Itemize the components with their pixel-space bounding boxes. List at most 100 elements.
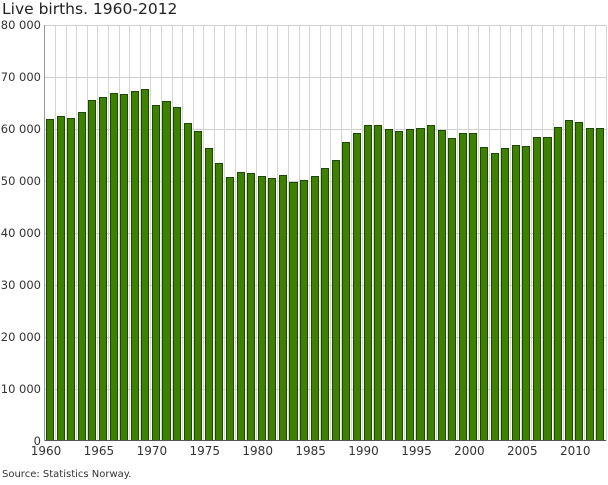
x-axis-line: [45, 440, 606, 441]
y-tick-label: 60 000: [0, 122, 41, 136]
v-gridline: [404, 25, 406, 441]
v-gridline: [65, 25, 67, 441]
v-gridline: [520, 25, 522, 441]
v-gridline: [171, 25, 173, 441]
bar-1998[interactable]: [448, 138, 457, 441]
v-gridline: [330, 25, 332, 441]
bar-1978[interactable]: [236, 172, 245, 441]
bar-1963[interactable]: [77, 112, 86, 441]
bar-1980[interactable]: [257, 176, 266, 441]
bar-1988[interactable]: [342, 142, 351, 441]
bar-1992[interactable]: [384, 129, 393, 441]
x-tick-label: 2005: [507, 444, 538, 458]
v-gridline: [594, 25, 596, 441]
v-gridline: [605, 25, 607, 441]
bar-2004[interactable]: [511, 145, 520, 441]
bar-2007[interactable]: [543, 137, 552, 441]
bar-1975[interactable]: [204, 148, 213, 441]
v-gridline: [192, 25, 194, 441]
bar-1966[interactable]: [109, 92, 118, 441]
x-tick-label: 1995: [401, 444, 432, 458]
v-gridline: [510, 25, 512, 441]
h-gridline: [45, 129, 606, 130]
bar-1977[interactable]: [225, 177, 235, 441]
v-gridline: [129, 25, 131, 441]
x-tick-label: 2000: [454, 444, 485, 458]
bar-1967[interactable]: [120, 94, 129, 441]
v-gridline: [351, 25, 353, 441]
bar-2011[interactable]: [585, 128, 594, 441]
y-tick-label: 40 000: [0, 226, 41, 240]
y-tick-label: 80 000: [0, 18, 41, 32]
bar-1999[interactable]: [458, 133, 467, 441]
x-tick-label: 1990: [348, 444, 379, 458]
v-gridline: [298, 25, 300, 441]
bar-2002[interactable]: [490, 153, 499, 441]
bar-1969[interactable]: [141, 89, 150, 441]
v-gridline: [531, 25, 533, 441]
bar-1960[interactable]: [46, 119, 55, 441]
bar-1997[interactable]: [437, 130, 446, 441]
h-gridline: [45, 25, 606, 26]
v-gridline: [563, 25, 565, 441]
bar-2003[interactable]: [501, 147, 510, 441]
bar-2012[interactable]: [596, 128, 605, 441]
bar-1974[interactable]: [194, 131, 203, 441]
bar-1976[interactable]: [215, 163, 224, 441]
bar-1965[interactable]: [98, 97, 107, 441]
bar-1971[interactable]: [162, 100, 171, 441]
y-tick-label: 70 000: [0, 70, 41, 84]
v-gridline: [383, 25, 385, 441]
v-gridline: [277, 25, 279, 441]
v-gridline: [118, 25, 120, 441]
bar-1984[interactable]: [300, 180, 309, 441]
v-gridline: [150, 25, 152, 441]
bar-1995[interactable]: [416, 128, 425, 441]
bar-1993[interactable]: [395, 130, 404, 441]
bar-2006[interactable]: [532, 137, 541, 441]
v-gridline: [213, 25, 215, 441]
bar-1996[interactable]: [427, 124, 436, 441]
bar-1970[interactable]: [151, 105, 160, 441]
v-gridline: [425, 25, 427, 441]
bar-2001[interactable]: [479, 147, 489, 441]
v-gridline: [573, 25, 575, 441]
y-tick-label: 20 000: [0, 330, 41, 344]
bar-1982[interactable]: [278, 175, 287, 441]
bar-1983[interactable]: [289, 181, 298, 441]
v-gridline: [414, 25, 416, 441]
bar-2008[interactable]: [554, 127, 563, 441]
bar-2010[interactable]: [575, 122, 584, 441]
v-gridline: [224, 25, 226, 441]
bar-1972[interactable]: [173, 107, 182, 441]
bar-2000[interactable]: [469, 133, 478, 441]
y-tick-label: 50 000: [0, 174, 41, 188]
bar-1987[interactable]: [331, 160, 340, 441]
bar-2005[interactable]: [522, 146, 531, 441]
bar-1985[interactable]: [310, 175, 319, 441]
bar-1981[interactable]: [268, 177, 277, 441]
bar-1973[interactable]: [183, 123, 192, 441]
bar-1990[interactable]: [363, 124, 372, 441]
source-note: Source: Statistics Norway.: [2, 469, 132, 480]
x-tick-label: 1965: [83, 444, 115, 458]
bar-1962[interactable]: [67, 118, 76, 441]
bar-1968[interactable]: [130, 91, 139, 441]
bar-1979[interactable]: [247, 173, 256, 441]
bar-1986[interactable]: [321, 168, 330, 441]
bar-1989[interactable]: [352, 133, 362, 441]
v-gridline: [489, 25, 491, 441]
v-gridline: [256, 25, 258, 441]
x-tick-label: 1985: [295, 444, 326, 458]
v-gridline: [436, 25, 438, 441]
v-gridline: [108, 25, 109, 441]
bar-1964[interactable]: [88, 100, 97, 441]
x-tick-label: 1975: [189, 444, 221, 458]
v-gridline: [319, 25, 321, 441]
v-gridline: [446, 25, 448, 441]
bar-1961[interactable]: [56, 116, 65, 441]
bar-1994[interactable]: [405, 129, 414, 441]
bar-1991[interactable]: [374, 125, 383, 441]
bar-2009[interactable]: [564, 120, 573, 441]
v-gridline: [499, 25, 501, 441]
